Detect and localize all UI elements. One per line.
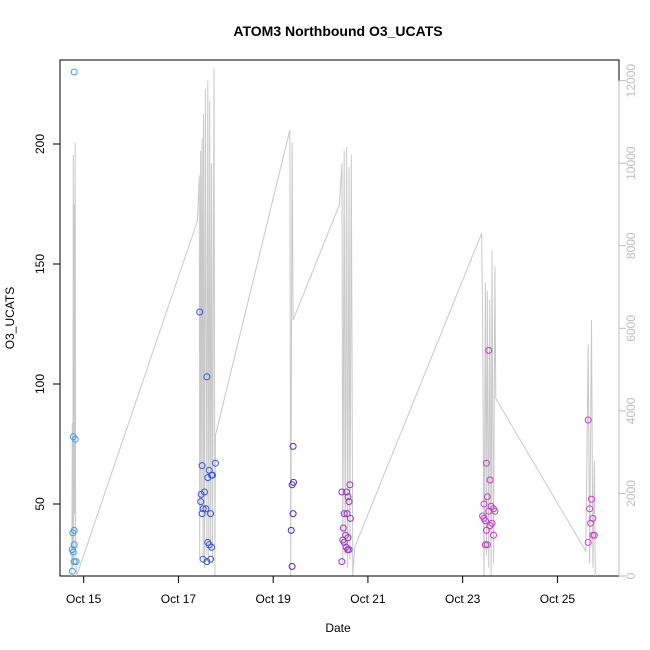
y2-tick-label: 12000 bbox=[624, 64, 638, 98]
data-point bbox=[289, 510, 297, 518]
data-point bbox=[345, 546, 353, 554]
data-point bbox=[72, 558, 80, 566]
data-point bbox=[70, 68, 78, 76]
data-point bbox=[197, 498, 205, 506]
data-point bbox=[69, 529, 77, 537]
y-tick-label: 100 bbox=[33, 374, 47, 394]
y-tick-label: 50 bbox=[33, 497, 47, 511]
data-point bbox=[207, 555, 215, 563]
data-point bbox=[202, 505, 210, 513]
plot-frame bbox=[59, 59, 620, 577]
altitude-series bbox=[71, 68, 596, 577]
x-tick-label: Oct 17 bbox=[161, 592, 197, 606]
data-point bbox=[486, 476, 494, 484]
data-point bbox=[201, 488, 208, 496]
y-tick-label: 150 bbox=[33, 254, 47, 274]
x-tick-label: Oct 23 bbox=[445, 592, 481, 606]
data-point bbox=[69, 548, 77, 556]
x-axis-label: Date bbox=[325, 621, 351, 635]
y2-tick-label: 10000 bbox=[624, 146, 638, 180]
data-point bbox=[590, 531, 598, 539]
y2-tick-label: 8000 bbox=[624, 232, 638, 259]
data-point bbox=[482, 526, 490, 534]
data-point bbox=[338, 488, 346, 496]
data-point bbox=[490, 531, 497, 539]
data-point bbox=[288, 562, 296, 570]
data-points bbox=[68, 68, 598, 575]
data-point bbox=[207, 510, 215, 518]
data-point bbox=[70, 541, 78, 549]
data-point bbox=[339, 524, 347, 532]
chart-title: ATOM3 Northbound O3_UCATS bbox=[233, 23, 442, 39]
y2-tick-label: 4000 bbox=[624, 397, 638, 424]
data-point bbox=[588, 495, 595, 503]
data-point bbox=[343, 488, 351, 496]
data-point bbox=[483, 493, 491, 501]
data-point bbox=[485, 507, 493, 515]
data-point bbox=[203, 558, 211, 566]
data-point bbox=[483, 541, 491, 549]
x-axis: Oct 15 Oct 17 Oct 19 Oct 21 Oct 23 Oct 25 bbox=[66, 575, 576, 606]
data-point bbox=[209, 471, 216, 479]
y-axis-right: 0 2000 4000 6000 8000 10000 12000 bbox=[618, 64, 638, 579]
data-point bbox=[205, 541, 213, 549]
data-point bbox=[344, 493, 352, 501]
data-point bbox=[290, 478, 297, 486]
y2-tick-label: 2000 bbox=[624, 480, 638, 507]
data-point bbox=[587, 519, 595, 527]
data-point bbox=[208, 543, 216, 551]
x-tick-label: Oct 19 bbox=[255, 592, 291, 606]
x-tick-label: Oct 25 bbox=[540, 592, 576, 606]
data-point bbox=[211, 459, 219, 467]
data-point bbox=[485, 346, 493, 354]
y-axis-label: O3_UCATS bbox=[3, 287, 17, 349]
data-point bbox=[289, 442, 297, 450]
x-tick-label: Oct 15 bbox=[66, 592, 102, 606]
data-point bbox=[203, 373, 211, 381]
altitude-line bbox=[71, 68, 596, 577]
data-point bbox=[346, 514, 354, 522]
y2-tick-label: 6000 bbox=[624, 315, 638, 342]
x-tick-label: Oct 21 bbox=[350, 592, 386, 606]
data-point bbox=[480, 500, 488, 508]
data-point bbox=[338, 558, 346, 566]
data-point bbox=[340, 538, 348, 546]
data-point bbox=[486, 522, 494, 530]
data-point bbox=[345, 498, 353, 506]
data-point bbox=[70, 558, 78, 566]
data-point bbox=[584, 416, 592, 424]
data-point bbox=[481, 541, 489, 549]
data-point bbox=[586, 505, 594, 513]
data-point bbox=[346, 481, 354, 489]
data-point bbox=[343, 510, 351, 518]
data-point bbox=[584, 538, 592, 546]
data-point bbox=[482, 459, 490, 467]
data-point bbox=[198, 510, 206, 518]
data-point bbox=[198, 462, 206, 470]
data-point bbox=[199, 555, 207, 563]
data-point bbox=[481, 517, 489, 525]
y-axis-left: 50 100 150 200 bbox=[33, 134, 61, 511]
data-point bbox=[199, 505, 207, 513]
data-point bbox=[71, 435, 79, 443]
data-point bbox=[68, 567, 76, 575]
data-point bbox=[287, 526, 295, 534]
y-tick-label: 200 bbox=[33, 134, 47, 154]
data-point bbox=[340, 510, 348, 518]
y2-tick-label: 0 bbox=[624, 572, 638, 579]
data-point bbox=[196, 308, 204, 316]
